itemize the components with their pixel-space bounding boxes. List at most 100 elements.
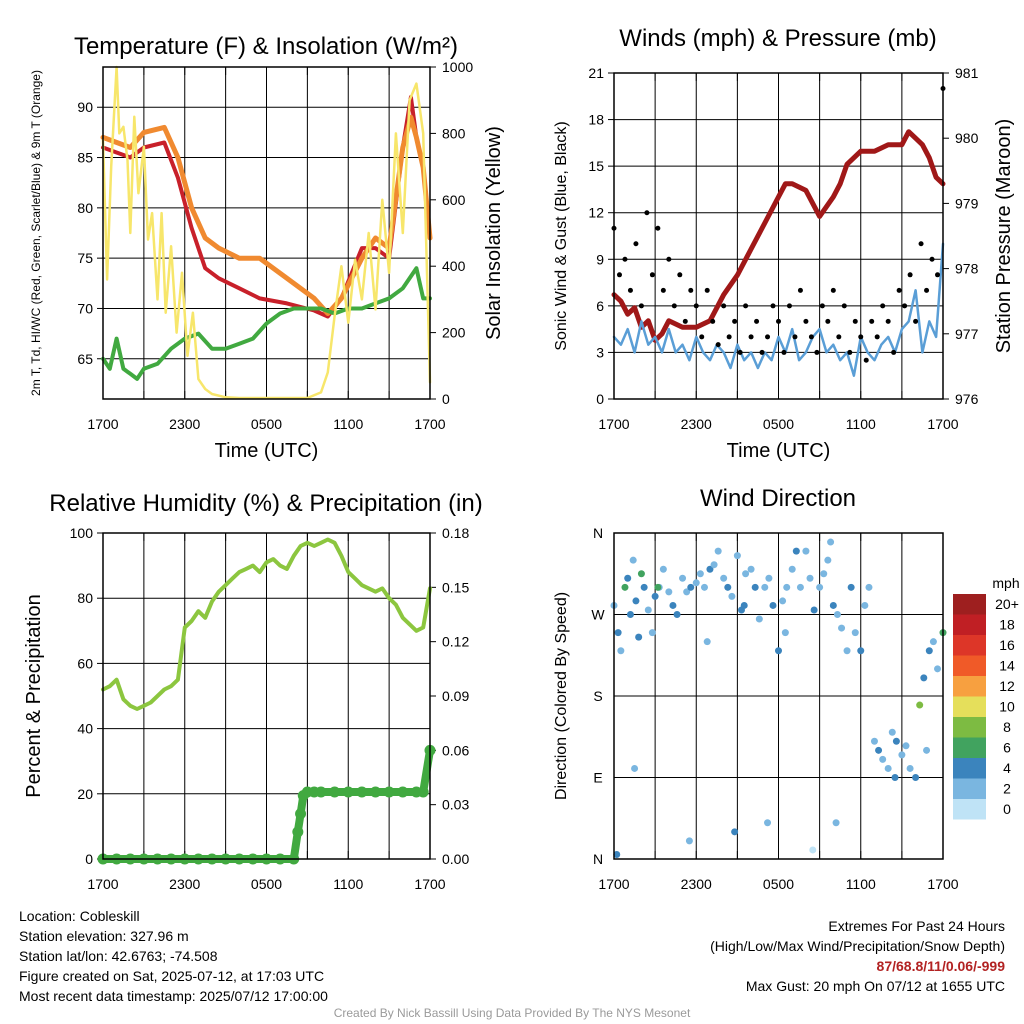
plot-frame [613,72,944,400]
extremes-info: Extremes For Past 24 Hours (High/Low/Max… [710,916,1005,996]
extremes-legend: (High/Low/Max Wind/Precipitation/Snow De… [710,938,1005,954]
direction-point [847,583,855,591]
y-tick-label: S [593,688,602,704]
direction-point [765,574,773,582]
wind-direction-panel: Wind Direction 1700 2300 0500 1100 1700 N E S W N D… [553,485,959,892]
y2-tick-label: 979 [955,195,979,211]
y2-tick-label: 800 [442,125,466,141]
legend-title: mph [992,575,1019,591]
legend-label: 10 [999,699,1015,715]
direction-point [912,774,920,781]
direction-point [851,629,859,637]
y2-tick-label: 200 [442,325,466,341]
elevation-text: Station elevation: 327.96 m [19,928,189,944]
direction-point [755,615,763,623]
direction-point [902,742,910,750]
direction-point [683,588,691,596]
speed-legend: mph 20+ 18 16 14 12 10 8 6 4 2 0 [953,575,1020,820]
direction-point [775,647,782,655]
y-tick-label: 6 [596,298,604,314]
gust-point [649,272,655,278]
x-tick-label: 2300 [681,416,712,432]
y-axis-label: Direction (Colored By Speed) [553,592,570,800]
y2-tick-label: 977 [955,326,979,342]
x-tick-label: 1700 [414,876,445,892]
direction-point [720,574,728,582]
legend-label: 4 [1003,760,1011,776]
humidity-panel: Relative Humidity (%) & Precipitation (i… [23,490,483,892]
gust-point [693,303,699,309]
gust-point [808,334,814,340]
direction-point [626,611,634,618]
direction-point [779,597,787,605]
direction-point [857,647,865,655]
legend-swatch [953,696,986,717]
direction-point [829,601,837,609]
direction-point [861,601,869,609]
direction-point [640,583,648,591]
max-gust-text: Max Gust: 20 mph On 07/12 at 1655 UTC [745,978,1005,994]
direction-point [832,819,840,827]
x-tick-label: 1100 [846,876,876,892]
y2-tick-label: 1000 [442,59,473,75]
direction-point [769,601,777,609]
gust-point [819,303,825,309]
y-tick-label: 100 [70,525,94,541]
y2-tick-label: 0.00 [442,851,469,867]
y2-tick-label: 0.09 [442,688,469,704]
gust-point [622,256,628,262]
direction-point [843,647,851,655]
x-tick-label: 2300 [169,876,200,892]
direction-point [792,547,800,555]
gust-point [627,287,633,293]
winds-panel: Winds (mph) & Pressure (mb) 1700 2300 0500 1… [553,25,1015,462]
legend-label: 2 [1003,781,1011,797]
direction-point [833,611,841,618]
gust-point [792,334,798,340]
direction-point [761,583,769,591]
gust-point [907,272,913,278]
direction-point [685,837,693,845]
direction-point [865,583,873,591]
x-tick-label: 2300 [169,416,200,432]
legend-swatch [953,717,986,738]
y-tick-label: 0 [85,851,93,867]
direction-point [916,701,924,709]
y-axis-label: Sonic Wind & Gust (Blue, Black) [553,121,570,350]
direction-point [731,828,739,836]
pressure-line [611,129,946,343]
plot-frame [102,532,431,860]
direction-point [892,737,900,745]
gust-point [797,287,803,293]
x-tick-label: 1100 [846,416,876,432]
gust-point [891,349,897,355]
x-tick-label: 0500 [763,416,794,432]
direction-point [764,819,772,827]
gust-point [704,287,710,293]
x-tick-label: 1700 [598,876,629,892]
direction-point [654,583,662,591]
direction-point [781,629,789,637]
y2-tick-label: 978 [955,261,979,277]
gust-point [935,272,941,278]
direction-point [816,583,824,591]
y2-tick-label: 0.12 [442,634,469,650]
direction-point [665,588,673,596]
y-tick-label: 3 [596,344,604,360]
gust-point [776,318,781,324]
legend-label: 8 [1003,719,1011,735]
y2-tick-label: 976 [955,391,979,407]
gust-point [918,241,924,247]
direction-point [687,583,695,591]
direction-point [809,846,817,854]
direction-point [906,764,914,772]
direction-point [648,629,656,637]
y2-tick-label: 981 [955,65,979,81]
x-tick-label: 1700 [927,416,958,432]
direction-point [679,574,687,582]
gust-point [759,349,765,355]
gust-point [710,318,716,324]
gust-point [666,256,672,262]
direction-point [703,638,711,646]
